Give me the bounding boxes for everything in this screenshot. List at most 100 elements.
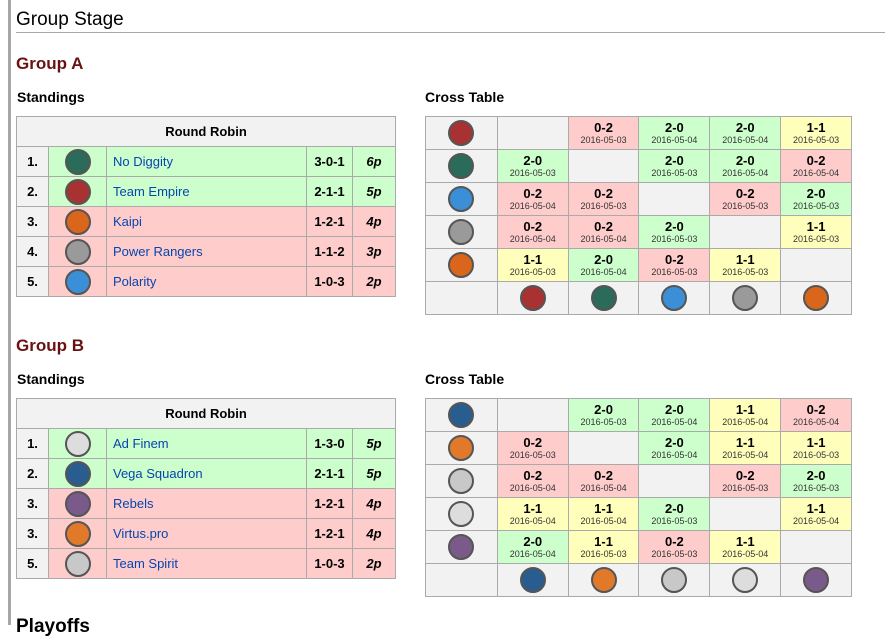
match-cell[interactable]: 2-0 2016-05-03 [496,149,569,183]
kaipi-logo-icon[interactable] [448,252,475,278]
match-score: 1-1 [594,533,613,549]
team-spirit-logo-icon[interactable] [661,567,688,593]
virtus-pro-logo-icon[interactable] [448,435,475,461]
power-rangers-logo-icon[interactable] [448,219,475,245]
team-name-link[interactable]: No Diggity [106,146,307,177]
cross-row: 0-2 2016-05-04 0-2 2016-05-03 0-2 2016-05-03 2… [425,182,852,216]
match-score: 1-1 [806,218,826,234]
no-diggity-logo-icon[interactable] [590,285,617,311]
match-cell[interactable]: 0-2 2016-05-03 [709,464,782,498]
vega-squadron-logo-icon[interactable] [448,402,475,428]
match-date: 2016-05-03 [793,134,840,145]
match-cell[interactable]: 0-2 2016-05-03 [567,182,640,216]
team-name-link[interactable]: Vega Squadron [106,458,307,489]
virtus-pro-logo-icon[interactable] [590,567,617,593]
team-name-link[interactable]: Kaipi [106,206,307,237]
match-cell[interactable]: 0-2 2016-05-03 [638,248,711,282]
cross-row: 2-0 2016-05-03 2-0 2016-05-04 1-1 2016-05-04 0… [425,398,852,432]
match-cell[interactable]: 0-2 2016-05-04 [567,464,640,498]
team-empire-logo-icon[interactable] [519,285,546,311]
match-cell[interactable]: 2-0 2016-05-04 [638,431,711,465]
match-cell[interactable]: 0-2 2016-05-04 [496,464,569,498]
team-spirit-logo-icon[interactable] [448,468,475,494]
match-cell[interactable]: 2-0 2016-05-04 [638,116,711,150]
team-name-link[interactable]: Team Empire [106,176,307,207]
match-cell[interactable]: 1-1 2016-05-04 [780,497,852,531]
match-cell[interactable]: 2-0 2016-05-03 [567,398,640,432]
ad-finem-logo-icon[interactable] [64,430,91,457]
match-cell[interactable]: 2-0 2016-05-04 [709,149,782,183]
vega-squadron-logo-icon[interactable] [64,460,91,487]
match-date: 2016-05-04 [580,233,627,244]
match-cell[interactable]: 2-0 2016-05-04 [709,116,782,150]
match-cell[interactable]: 2-0 2016-05-03 [638,215,711,249]
match-cell[interactable]: 0-2 2016-05-04 [496,182,569,216]
match-cell[interactable]: 1-1 2016-05-04 [709,431,782,465]
cross-footer-row [425,281,852,315]
match-cell[interactable]: 0-2 2016-05-04 [496,215,569,249]
match-cell[interactable]: 0-2 2016-05-03 [709,182,782,216]
team-name-link[interactable]: Polarity [106,266,307,297]
match-cell[interactable]: 1-1 2016-05-04 [709,530,782,564]
polarity-logo-icon[interactable] [661,285,688,311]
match-cell[interactable]: 0-2 2016-05-04 [780,149,852,183]
match-date: 2016-05-03 [722,200,769,211]
kaipi-logo-icon[interactable] [64,208,91,235]
team-name-link[interactable]: Team Spirit [106,548,307,579]
polarity-logo-icon[interactable] [448,186,475,212]
title-divider [16,32,885,33]
match-cell[interactable]: 0-2 2016-05-04 [780,398,852,432]
match-cell[interactable]: 1-1 2016-05-03 [567,530,640,564]
polarity-logo-icon[interactable] [64,268,91,295]
match-date: 2016-05-04 [651,134,698,145]
match-cell[interactable]: 1-1 2016-05-03 [496,248,569,282]
match-cell[interactable]: 2-0 2016-05-03 [780,182,852,216]
match-score: 2-0 [665,500,684,516]
empty-cell [780,248,852,282]
match-cell[interactable]: 0-2 2016-05-03 [567,116,640,150]
match-cell[interactable]: 0-2 2016-05-03 [496,431,569,465]
match-date: 2016-05-03 [793,233,840,244]
ad-finem-logo-icon[interactable] [448,501,475,527]
rebels-logo-icon[interactable] [803,567,830,593]
power-rangers-logo-icon[interactable] [732,285,759,311]
ad-finem-logo-icon[interactable] [732,567,759,593]
team-name-link[interactable]: Power Rangers [106,236,307,267]
record: 1-3-0 [306,428,353,459]
team-empire-logo-icon[interactable] [448,120,475,146]
no-diggity-logo-icon[interactable] [64,148,91,175]
rank: 4. [16,236,49,267]
match-cell[interactable]: 1-1 2016-05-03 [780,215,852,249]
match-score: 1-1 [806,500,826,516]
power-rangers-logo-icon[interactable] [64,238,91,265]
team-name-link[interactable]: Rebels [106,488,307,519]
kaipi-logo-icon[interactable] [803,285,830,311]
team-name-link[interactable]: Virtus.pro [106,518,307,549]
empty-cell [638,182,711,216]
match-cell[interactable]: 1-1 2016-05-03 [709,248,782,282]
cross-row: 2-0 2016-05-03 2-0 2016-05-03 2-0 2016-05-04 0… [425,149,852,183]
match-cell[interactable]: 1-1 2016-05-03 [780,116,852,150]
match-cell[interactable]: 1-1 2016-05-04 [496,497,569,531]
match-cell[interactable]: 2-0 2016-05-04 [567,248,640,282]
rebels-logo-icon[interactable] [448,534,475,560]
match-cell[interactable]: 2-0 2016-05-03 [638,497,711,531]
match-score: 0-2 [806,401,826,417]
team-logo-cell [48,176,107,207]
team-name-link[interactable]: Ad Finem [106,428,307,459]
rebels-logo-icon[interactable] [64,490,91,517]
match-cell[interactable]: 0-2 2016-05-04 [567,215,640,249]
match-cell[interactable]: 2-0 2016-05-04 [638,398,711,432]
match-cell[interactable]: 2-0 2016-05-03 [638,149,711,183]
vega-squadron-logo-icon[interactable] [519,567,546,593]
no-diggity-logo-icon[interactable] [448,153,475,179]
team-empire-logo-icon[interactable] [64,178,91,205]
match-cell[interactable]: 1-1 2016-05-04 [709,398,782,432]
virtus-pro-logo-icon[interactable] [64,520,91,547]
match-cell[interactable]: 0-2 2016-05-03 [638,530,711,564]
match-cell[interactable]: 1-1 2016-05-04 [567,497,640,531]
match-cell[interactable]: 2-0 2016-05-03 [780,464,852,498]
match-cell[interactable]: 1-1 2016-05-03 [780,431,852,465]
team-spirit-logo-icon[interactable] [64,550,91,577]
match-cell[interactable]: 2-0 2016-05-04 [496,530,569,564]
